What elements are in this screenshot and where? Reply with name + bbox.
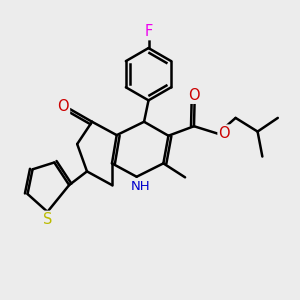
Text: O: O bbox=[218, 126, 230, 141]
Text: NH: NH bbox=[130, 180, 150, 193]
Text: F: F bbox=[144, 24, 153, 39]
Text: O: O bbox=[188, 88, 200, 103]
Text: S: S bbox=[44, 212, 53, 227]
Text: O: O bbox=[57, 99, 69, 114]
